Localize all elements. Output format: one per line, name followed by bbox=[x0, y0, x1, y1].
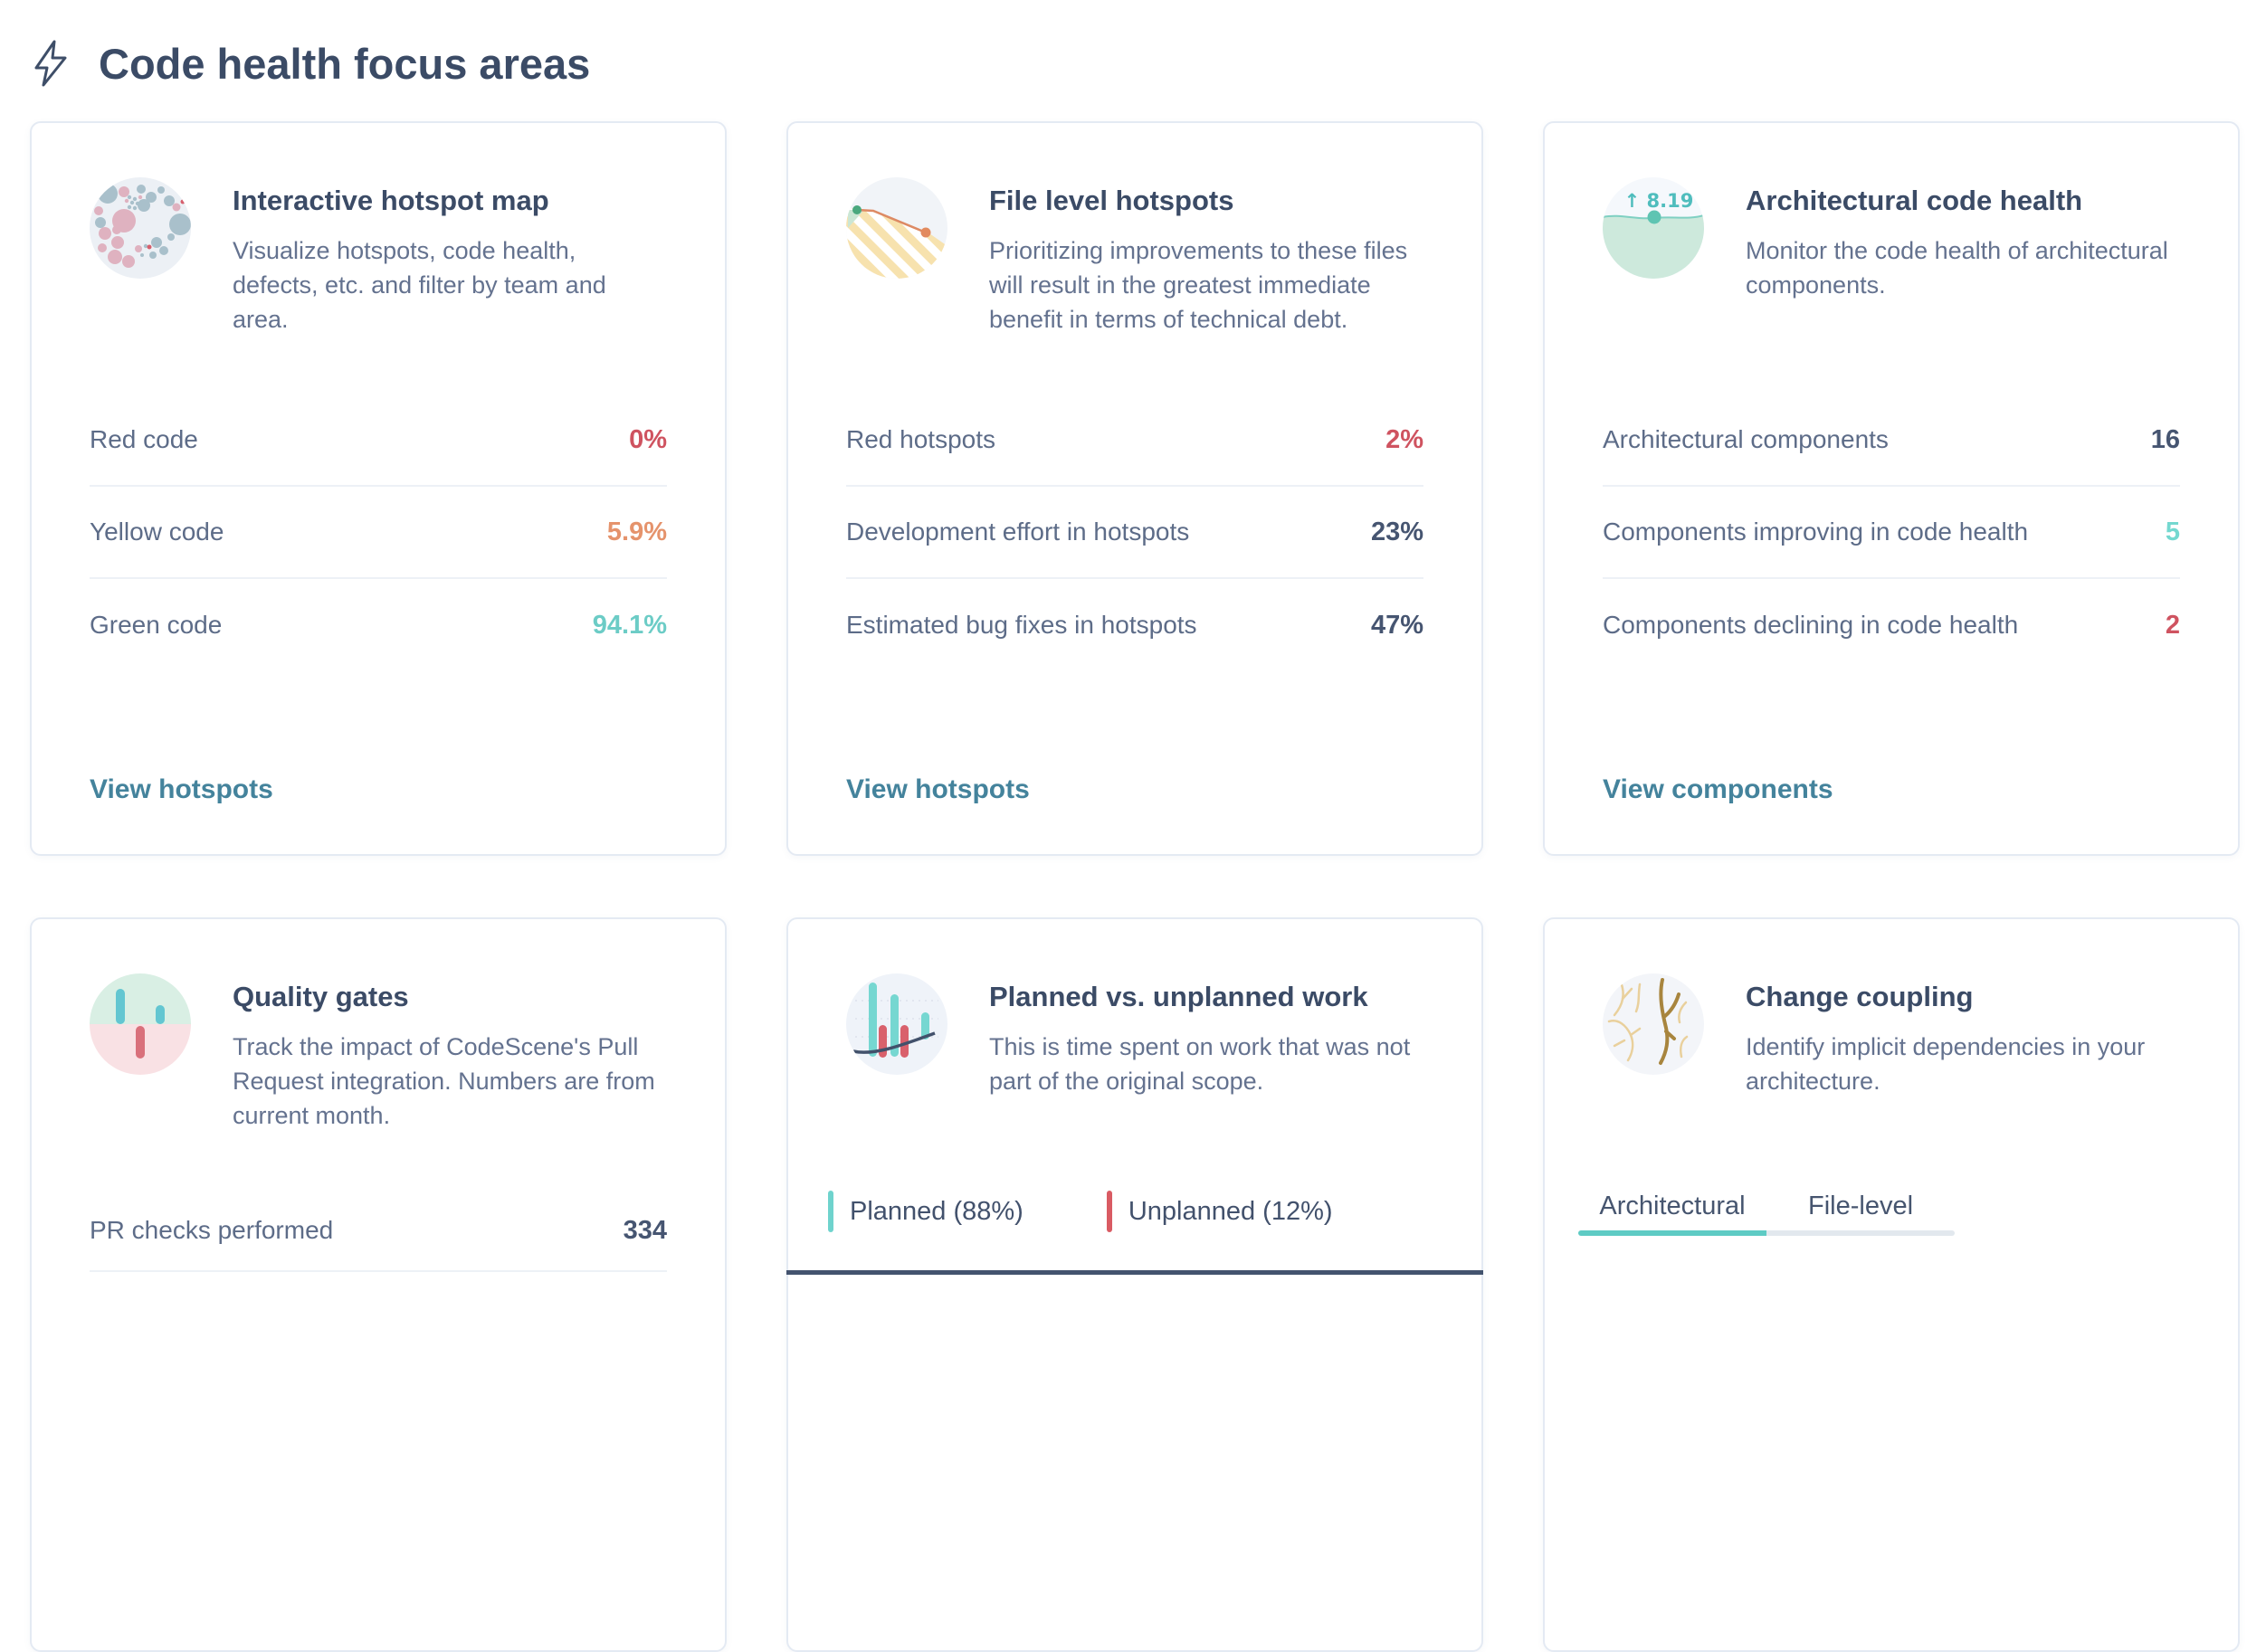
planned-swatch bbox=[828, 1191, 833, 1232]
stats-list: Red code 0% Yellow code 5.9% Green code … bbox=[90, 394, 667, 671]
legend-item-planned: Planned (88%) bbox=[828, 1191, 1024, 1232]
tab-architectural[interactable]: Architectural bbox=[1578, 1191, 1766, 1236]
stat-row-yellow-code: Yellow code 5.9% bbox=[90, 487, 667, 579]
stat-label: Architectural components bbox=[1603, 425, 1889, 453]
tab-label: File-level bbox=[1807, 1192, 1914, 1220]
card-description: Monitor the code health of architectural… bbox=[1746, 237, 2168, 299]
card-change-coupling: Change coupling Identify implicit depend… bbox=[1543, 917, 2240, 1652]
clipped-chart-edge bbox=[786, 1270, 1483, 1275]
stat-value: 2% bbox=[1385, 424, 1423, 454]
view-hotspots-link[interactable]: View hotspots bbox=[90, 774, 273, 804]
card-description: This is time spent on work that was not … bbox=[989, 1033, 1411, 1095]
inactive-tab-underline bbox=[1766, 1230, 1955, 1236]
card-title: File level hotspots bbox=[989, 185, 1234, 216]
stat-row-bug-fixes: Estimated bug fixes in hotspots 47% bbox=[846, 579, 1423, 671]
stat-value: 334 bbox=[623, 1215, 667, 1245]
lightning-bolt-icon bbox=[30, 38, 71, 89]
stat-value: 23% bbox=[1370, 517, 1423, 546]
stat-value: 0% bbox=[629, 424, 667, 454]
legend-label: Unplanned (12%) bbox=[1128, 1196, 1333, 1226]
active-tab-underline bbox=[1578, 1230, 1766, 1236]
card-header: Planned vs. unplanned work This is time … bbox=[846, 973, 1423, 1191]
stat-label: PR checks performed bbox=[90, 1216, 334, 1244]
stat-row-improving: Components improving in code health 5 bbox=[1603, 487, 2180, 579]
view-hotspots-link[interactable]: View hotspots bbox=[846, 774, 1030, 804]
card-title: Quality gates bbox=[233, 981, 409, 1012]
card-description: Track the impact of CodeScene's Pull Req… bbox=[233, 1033, 655, 1129]
card-grid: Interactive hotspot map Visualize hotspo… bbox=[30, 121, 2240, 1652]
page: Code health focus areas bbox=[30, 31, 2240, 1652]
card-interactive-hotspot-map: Interactive hotspot map Visualize hotspo… bbox=[30, 121, 727, 856]
stats-list: Red hotspots 2% Development effort in ho… bbox=[846, 394, 1423, 671]
stat-label: Yellow code bbox=[90, 517, 224, 546]
legend-label: Planned (88%) bbox=[850, 1196, 1024, 1226]
card-description: Identify implicit dependencies in your a… bbox=[1746, 1033, 2146, 1095]
code-health-gauge-icon: ↑ 8.19 bbox=[1603, 177, 1704, 279]
stat-label: Components declining in code health bbox=[1603, 611, 2019, 639]
stat-value: 47% bbox=[1370, 610, 1423, 640]
stat-row-arch-components: Architectural components 16 bbox=[1603, 394, 2180, 487]
tab-file-level[interactable]: File-level bbox=[1766, 1191, 1955, 1236]
card-title: Planned vs. unplanned work bbox=[989, 981, 1368, 1012]
unplanned-swatch bbox=[1106, 1191, 1112, 1232]
stat-row-red-code: Red code 0% bbox=[90, 394, 667, 487]
quality-gates-icon bbox=[90, 973, 191, 1075]
card-file-level-hotspots: File level hotspots Prioritizing improve… bbox=[786, 121, 1483, 856]
page-header: Code health focus areas bbox=[30, 31, 2240, 96]
stat-label: Green code bbox=[90, 611, 223, 639]
stat-row-red-hotspots: Red hotspots 2% bbox=[846, 394, 1423, 487]
card-header: Quality gates Track the impact of CodeSc… bbox=[90, 973, 667, 1191]
stat-value: 2 bbox=[2165, 610, 2180, 640]
view-components-link[interactable]: View components bbox=[1603, 774, 1833, 804]
stat-row-declining: Components declining in code health 2 bbox=[1603, 579, 2180, 671]
card-architectural-code-health: ↑ 8.19 Architectural code health Monitor… bbox=[1543, 121, 2240, 856]
card-header: Interactive hotspot map Visualize hotspo… bbox=[90, 177, 667, 394]
stats-list: PR checks performed 334 bbox=[90, 1191, 667, 1272]
card-title: Change coupling bbox=[1746, 981, 1974, 1012]
planned-unplanned-legend: Planned (88%) Unplanned (12%) bbox=[828, 1191, 1423, 1232]
file-hotspots-icon bbox=[846, 177, 947, 279]
card-header: Change coupling Identify implicit depend… bbox=[1603, 973, 2180, 1191]
change-coupling-branches-icon bbox=[1603, 973, 1704, 1075]
stat-value: 5 bbox=[2165, 517, 2180, 546]
card-header: ↑ 8.19 Architectural code health Monitor… bbox=[1603, 177, 2180, 394]
stat-value: 5.9% bbox=[606, 517, 667, 546]
hotspot-map-icon bbox=[90, 177, 191, 279]
planned-work-chart-icon bbox=[846, 973, 947, 1075]
stat-value: 16 bbox=[2150, 424, 2180, 454]
stat-value: 94.1% bbox=[592, 610, 667, 640]
card-planned-vs-unplanned: Planned vs. unplanned work This is time … bbox=[786, 917, 1483, 1652]
card-quality-gates: Quality gates Track the impact of CodeSc… bbox=[30, 917, 727, 1652]
stat-label: Red hotspots bbox=[846, 425, 995, 453]
stats-list: Architectural components 16 Components i… bbox=[1603, 394, 2180, 671]
stat-row-pr-checks: PR checks performed 334 bbox=[90, 1191, 667, 1272]
tab-label: Architectural bbox=[1599, 1192, 1746, 1220]
gauge-value: ↑ 8.19 bbox=[1624, 190, 1694, 212]
card-header: File level hotspots Prioritizing improve… bbox=[846, 177, 1423, 394]
stat-label: Development effort in hotspots bbox=[846, 517, 1190, 546]
card-description: Visualize hotspots, code health, defects… bbox=[233, 237, 606, 333]
stat-row-green-code: Green code 94.1% bbox=[90, 579, 667, 671]
page-title: Code health focus areas bbox=[99, 39, 591, 88]
legend-item-unplanned: Unplanned (12%) bbox=[1106, 1191, 1333, 1232]
card-title: Architectural code health bbox=[1746, 185, 2083, 216]
stat-label: Estimated bug fixes in hotspots bbox=[846, 611, 1197, 639]
stat-label: Red code bbox=[90, 425, 198, 453]
stat-label: Components improving in code health bbox=[1603, 517, 2029, 546]
card-description: Prioritizing improvements to these files… bbox=[989, 237, 1408, 333]
stat-row-dev-effort: Development effort in hotspots 23% bbox=[846, 487, 1423, 579]
card-title: Interactive hotspot map bbox=[233, 185, 549, 216]
coupling-tabs: Architectural File-level bbox=[1578, 1191, 1955, 1236]
